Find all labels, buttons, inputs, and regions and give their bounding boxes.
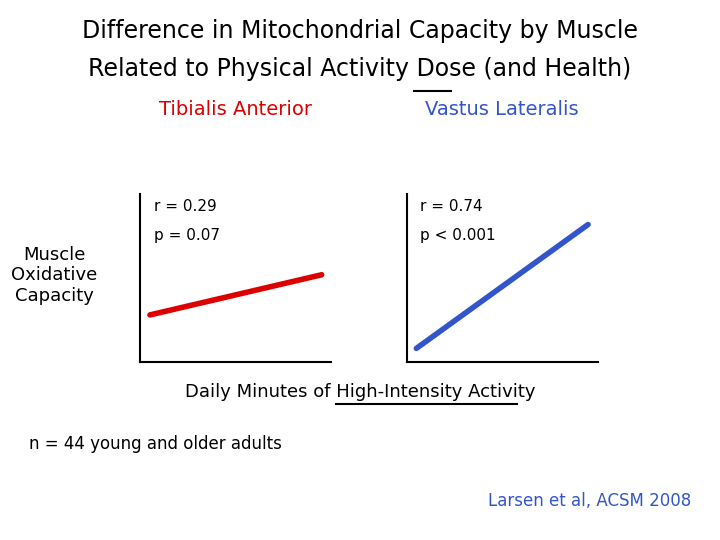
Text: Related to Physical Activity Dose (and Health): Related to Physical Activity Dose (and H… [89, 57, 631, 80]
Text: Muscle
Oxidative
Capacity: Muscle Oxidative Capacity [11, 246, 97, 305]
Text: r = 0.74: r = 0.74 [420, 199, 483, 214]
Text: p = 0.07: p = 0.07 [154, 228, 220, 243]
Text: r = 0.29: r = 0.29 [154, 199, 217, 214]
Text: Difference in Mitochondrial Capacity by Muscle: Difference in Mitochondrial Capacity by … [82, 19, 638, 43]
Text: Tibialis Anterior: Tibialis Anterior [159, 100, 312, 119]
Text: Vastus Lateralis: Vastus Lateralis [425, 100, 579, 119]
Text: Larsen et al, ACSM 2008: Larsen et al, ACSM 2008 [488, 492, 691, 510]
Text: Daily Minutes of High-Intensity Activity: Daily Minutes of High-Intensity Activity [185, 383, 535, 401]
Text: p < 0.001: p < 0.001 [420, 228, 496, 243]
Text: n = 44 young and older adults: n = 44 young and older adults [29, 435, 282, 453]
